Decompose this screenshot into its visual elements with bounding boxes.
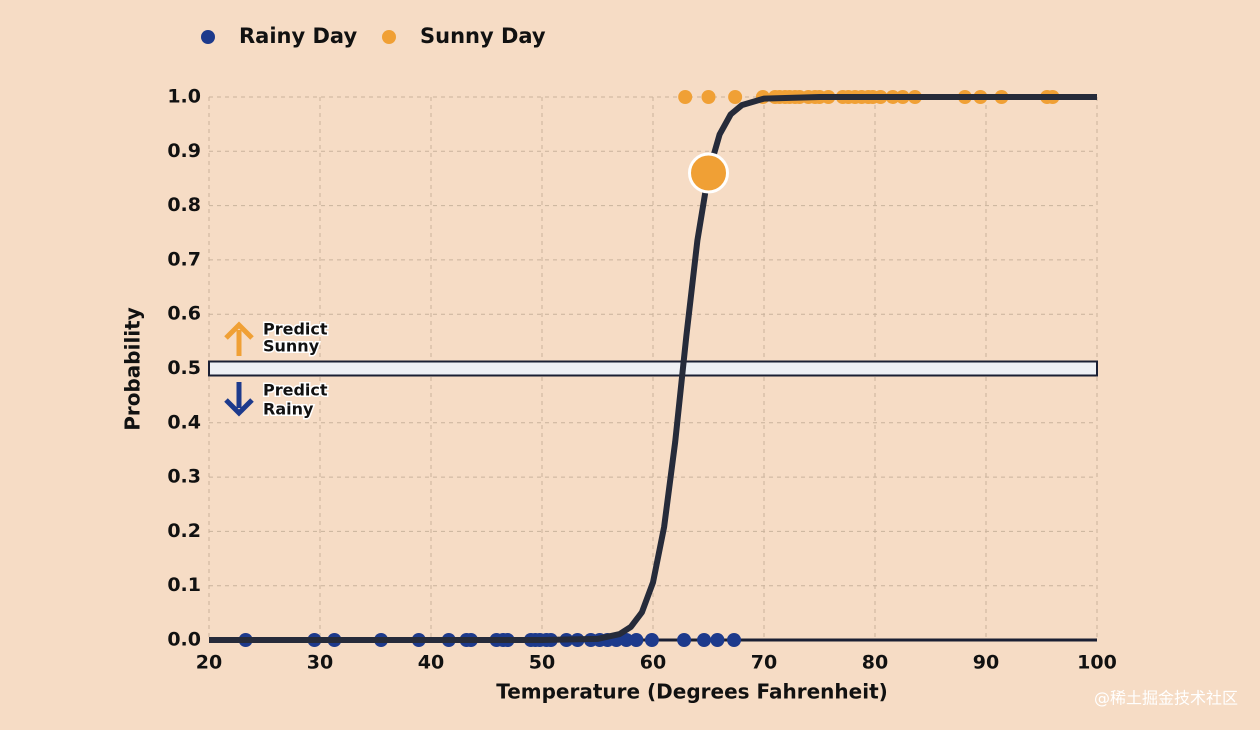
data-point [728,90,743,104]
annotation: Sunny [263,337,320,356]
y-tick-label: 0.6 [167,303,201,325]
y-tick-label: 1.0 [167,86,201,108]
logistic-curve [209,94,1097,643]
arrow-up [224,321,254,356]
plot-area: 0.0 0.1 0.2 0.3 0.4 0.5 0.6 0.7 0.8 0.9 1.0 20 30 40 5… [167,86,1117,674]
x-tick-label: 60 [640,652,666,674]
arrow-down [224,382,254,417]
legend-label: Rainy Day [239,24,357,48]
watermark: @稀土掘金技术社区 [1094,689,1238,708]
data-point [619,633,634,647]
data-point [678,90,693,104]
data-point [697,633,712,647]
annotation: Rainy [263,400,314,419]
highlight-point [688,152,729,194]
annotation: Predict [263,320,328,339]
data-point [629,633,644,647]
legend-label: Sunny Day [420,24,546,48]
y-tick-label: 0.1 [167,574,201,596]
annotation: Predict [263,381,328,400]
x-axis-label: Temperature (Degrees Fahrenheit) [496,680,888,704]
x-tick-label: 90 [973,652,999,674]
x-tick-label: 30 [307,652,333,674]
y-tick-label: 0.7 [167,248,201,270]
y-tick-label: 0.2 [167,520,201,542]
legend-marker [382,30,396,44]
data-point [710,633,725,647]
y-tick-label: 0.5 [167,357,201,379]
y-tick-label: 0.3 [167,466,201,488]
data-point [677,633,692,647]
legend-marker [201,30,215,44]
y-axis-label: Probability [121,307,145,431]
y-tick-label: 0.4 [167,411,201,433]
x-tick-label: 20 [196,652,222,674]
threshold-band [208,360,1098,377]
x-tick-label: 100 [1077,652,1117,674]
x-tick-label: 70 [751,652,777,674]
y-tick-label: 0.9 [167,140,201,162]
x-tick-label: 40 [418,652,444,674]
x-tick-label: 50 [529,652,555,674]
data-point [701,90,716,104]
data-point [644,633,659,647]
data-point [727,633,742,647]
x-tick-label: 80 [862,652,888,674]
y-tick-label: 0.0 [167,629,201,651]
y-tick-label: 0.8 [167,194,201,216]
